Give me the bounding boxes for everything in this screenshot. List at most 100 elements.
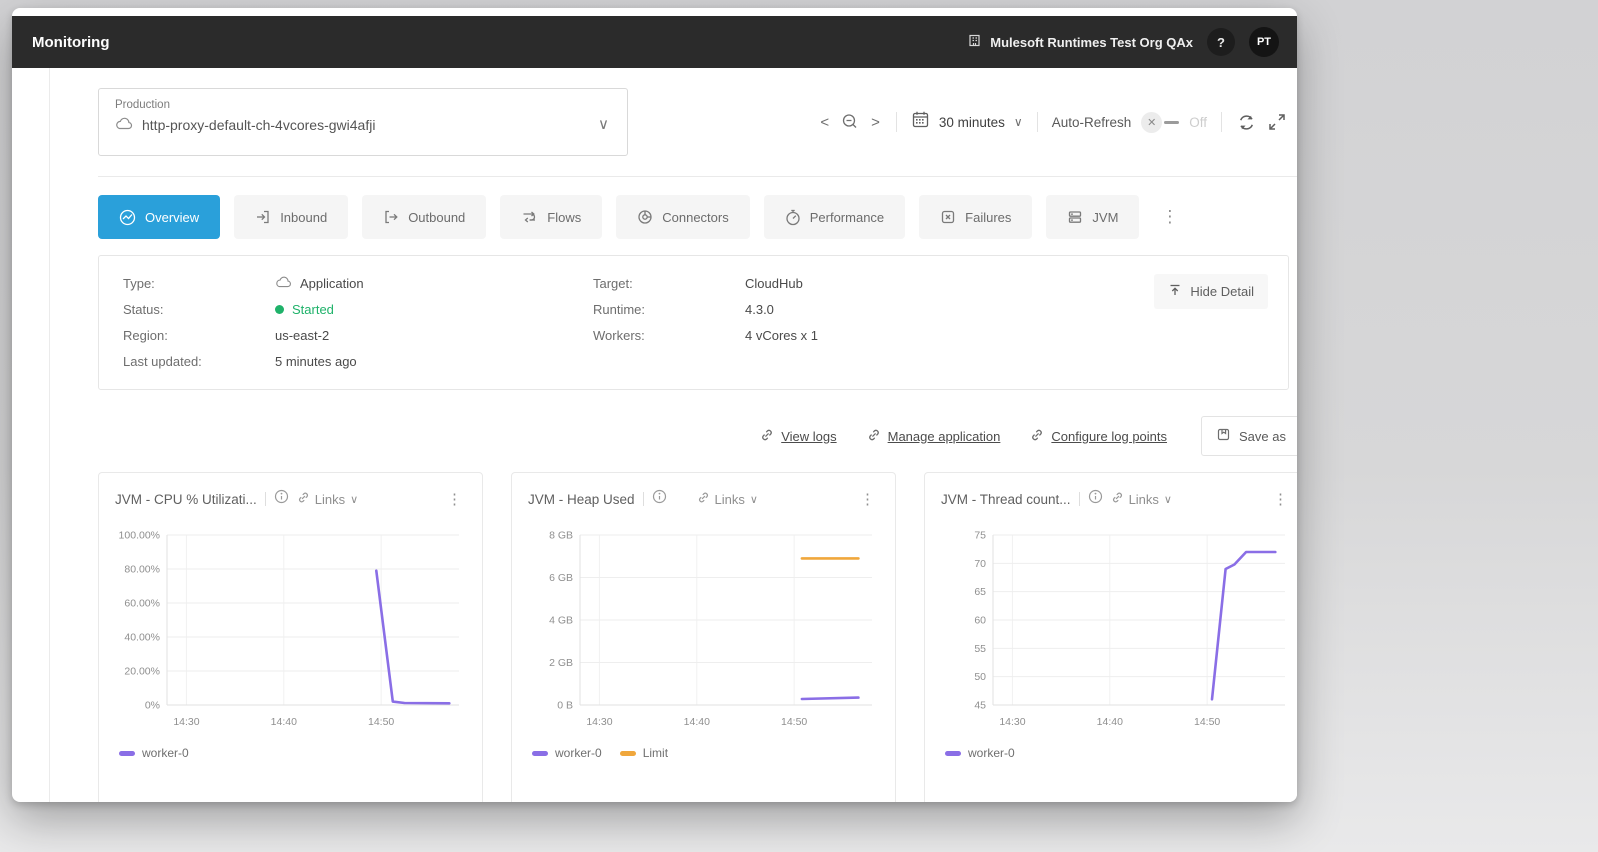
view-logs-link[interactable]: View logs: [760, 428, 837, 445]
time-forward-button[interactable]: >: [871, 113, 880, 131]
more-tabs-kebab-icon[interactable]: ⋮: [1161, 207, 1179, 226]
legend-swatch: [945, 750, 961, 756]
info-icon[interactable]: [1088, 489, 1103, 509]
save-as-label: Save as: [1239, 428, 1286, 444]
detail-label: Runtime:: [593, 302, 646, 317]
link-icon: [697, 491, 710, 507]
legend-item[interactable]: worker-0: [945, 746, 1015, 760]
refresh-icon[interactable]: [1236, 112, 1257, 133]
help-button[interactable]: ?: [1207, 28, 1235, 56]
application-detail-panel: Type: Application Status: Started Region…: [98, 255, 1289, 390]
svg-text:14:40: 14:40: [684, 716, 710, 728]
divider: [1036, 112, 1038, 132]
tab-label: Connectors: [662, 209, 729, 225]
tab-label: Performance: [809, 209, 885, 225]
toggle-track: [1164, 120, 1180, 124]
info-icon[interactable]: [652, 489, 667, 509]
chevron-down-icon: ∨: [350, 493, 359, 506]
auto-refresh-state: Off: [1189, 114, 1207, 130]
svg-text:14:30: 14:30: [173, 716, 199, 728]
divider: [642, 492, 644, 506]
chevron-down-icon: ∨: [749, 493, 758, 506]
time-range-dropdown[interactable]: 30 minutes ∨: [911, 110, 1023, 134]
svg-text:8 GB: 8 GB: [549, 530, 573, 542]
app-window: Monitoring Mulesoft Runtimes Test Org QA…: [12, 8, 1297, 802]
chart-links-dropdown[interactable]: Links ∨: [297, 491, 358, 507]
chart-kebab-icon[interactable]: ⋮: [447, 491, 462, 508]
chart-card-cpu: JVM - CPU % Utilizati... Links ∨ ⋮ 14:30…: [98, 472, 483, 802]
environment-app-selector[interactable]: Production http-proxy-default-ch-4vcores…: [98, 88, 628, 156]
chart-links-label: Links: [1128, 491, 1159, 507]
tab-label: Failures: [965, 209, 1012, 225]
svg-text:50: 50: [974, 671, 986, 683]
time-back-button[interactable]: <: [820, 113, 830, 131]
view-logs-label: View logs: [781, 428, 837, 444]
fullscreen-expand-icon[interactable]: [1267, 112, 1287, 132]
detail-value-target: CloudHub: [745, 276, 803, 291]
svg-text:14:40: 14:40: [1097, 716, 1123, 728]
tab-label: Flows: [547, 209, 582, 225]
tab-failures[interactable]: Failures: [919, 195, 1033, 239]
svg-text:14:40: 14:40: [271, 716, 297, 728]
manage-application-link[interactable]: Manage application: [867, 428, 1000, 445]
legend-label: Limit: [642, 746, 669, 760]
detail-label: Workers:: [593, 328, 645, 343]
configure-log-points-label: Configure log points: [1051, 428, 1168, 444]
zoom-out-time-icon[interactable]: [840, 112, 860, 132]
user-avatar[interactable]: PT: [1249, 27, 1279, 57]
chart-plot: 14:30 14:40 14:50 100.00% 80.00% 60.00% 40.00%…: [115, 523, 466, 740]
cloud-icon: [115, 117, 133, 133]
status-badge: Started: [292, 302, 334, 317]
quick-links-row: View logs Manage application Configure l…: [98, 416, 1297, 456]
tab-label: Outbound: [408, 209, 466, 225]
divider: [1078, 492, 1080, 506]
cloud-icon: [275, 276, 292, 291]
detail-value-last-updated: 5 minutes ago: [275, 354, 357, 369]
tab-outbound[interactable]: Outbound: [362, 195, 487, 239]
hide-detail-label: Hide Detail: [1190, 284, 1254, 299]
tab-label: JVM: [1092, 209, 1119, 225]
auto-refresh-toggle[interactable]: ✕: [1141, 111, 1180, 133]
legend-item[interactable]: Limit: [619, 746, 669, 760]
chevron-down-icon: ∨: [598, 116, 609, 133]
legend-swatch: [619, 750, 636, 756]
detail-label: Region:: [123, 328, 168, 343]
tab-inbound[interactable]: Inbound: [234, 195, 349, 239]
svg-text:14:50: 14:50: [781, 716, 807, 728]
tab-performance[interactable]: Performance: [763, 195, 906, 239]
svg-text:0 B: 0 B: [557, 700, 573, 712]
chart-title: JVM - CPU % Utilizati...: [115, 491, 257, 507]
legend-item[interactable]: worker-0: [119, 746, 189, 760]
chart-kebab-icon[interactable]: ⋮: [860, 491, 875, 508]
svg-text:80.00%: 80.00%: [124, 564, 160, 576]
detail-value-workers: 4 vCores x 1: [745, 328, 818, 343]
status-dot: [275, 305, 284, 314]
org-switcher[interactable]: Mulesoft Runtimes Test Org QAx: [967, 33, 1193, 51]
svg-text:55: 55: [974, 643, 986, 655]
metric-tabs: Overview Inbound Outbound Flows Connecto…: [98, 195, 1297, 239]
svg-text:2 GB: 2 GB: [549, 657, 573, 669]
info-icon[interactable]: [274, 489, 289, 509]
svg-text:70: 70: [974, 558, 986, 570]
divider: [1221, 112, 1222, 132]
legend-label: worker-0: [555, 746, 602, 760]
svg-text:40.00%: 40.00%: [124, 632, 160, 644]
chart-links-dropdown[interactable]: Links ∨: [697, 491, 758, 507]
save-as-button[interactable]: Save as: [1201, 416, 1297, 456]
chart-kebab-icon[interactable]: ⋮: [1273, 491, 1288, 508]
tab-flows[interactable]: Flows: [500, 195, 603, 239]
chart-legend: worker-0 Limit: [528, 746, 879, 760]
legend-label: worker-0: [968, 746, 1015, 760]
tab-jvm[interactable]: JVM: [1046, 195, 1140, 239]
detail-label: Status:: [123, 302, 164, 317]
svg-text:14:30: 14:30: [999, 716, 1025, 728]
tab-overview[interactable]: Overview: [98, 195, 221, 239]
configure-log-points-link[interactable]: Configure log points: [1030, 428, 1167, 445]
chart-links-label: Links: [714, 491, 745, 507]
toggle-off-knob-icon: ✕: [1141, 111, 1163, 133]
chart-links-dropdown[interactable]: Links ∨: [1111, 491, 1172, 507]
tab-connectors[interactable]: Connectors: [616, 195, 750, 239]
hide-detail-button[interactable]: Hide Detail: [1154, 274, 1268, 309]
link-icon: [297, 491, 310, 507]
legend-item[interactable]: worker-0: [532, 746, 602, 760]
